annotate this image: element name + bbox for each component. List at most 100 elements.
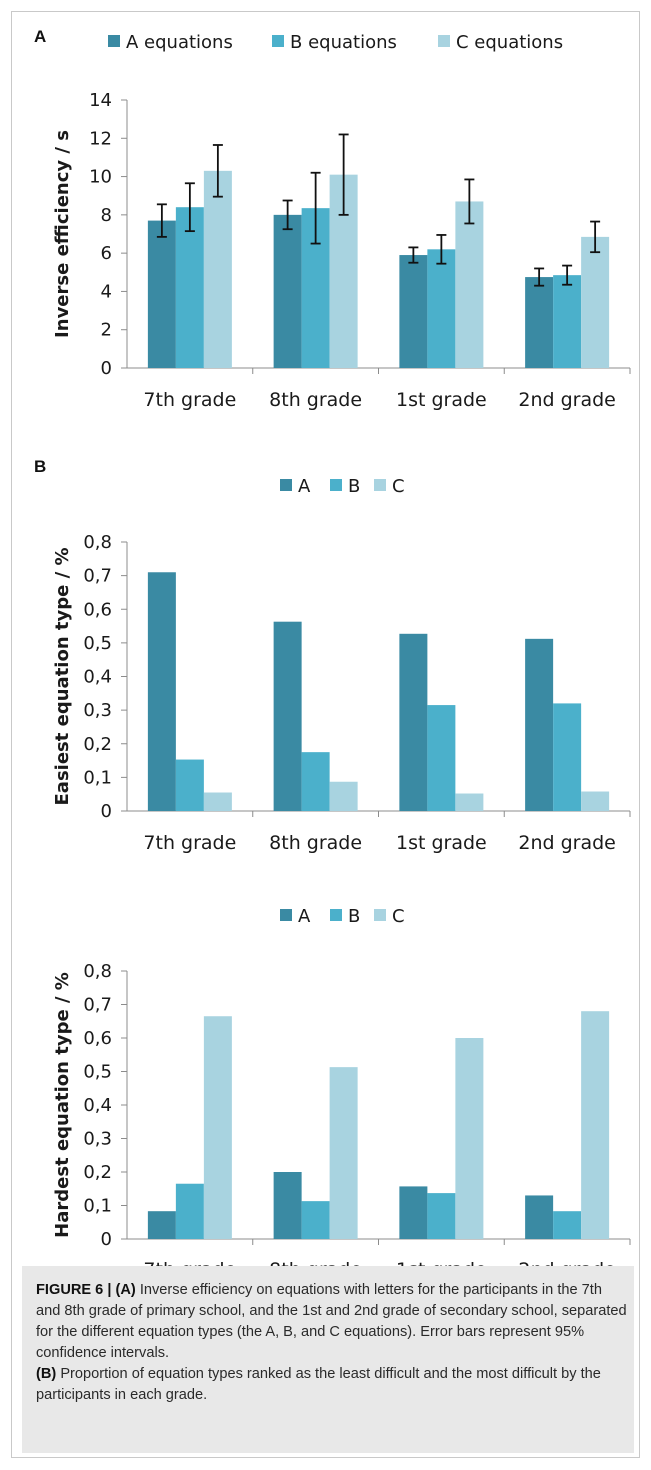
legend-label-A: A equations [126,32,233,53]
bar-C-1st-grade [455,793,484,811]
bar-C-8th-grade [329,781,358,811]
legend-label-C: C equations [456,32,563,53]
bar-A-8th-grade [273,621,302,811]
x-category-label: 2nd grade [518,832,616,854]
bar-B-2nd-grade [553,275,582,368]
y-axis-title: Hardest equation type / % [52,972,73,1238]
y-tick-label: 0,5 [83,633,112,654]
bar-C-1st-grade [455,201,484,368]
legend-label-A: A [298,906,311,927]
chart-easiest-type: B A B C 0 0,1 0,2 0,3 0,4 0,5 0,6 0,7 0,8 Easiest equ… [34,457,631,854]
bar-A-8th-grade [273,1172,302,1239]
bar-C-7th-grade [203,1016,232,1239]
y-tick-label: 0,2 [83,1162,112,1183]
y-tick-label: 0 [101,358,112,379]
bar-B-7th-grade [175,1183,204,1239]
bar-A-7th-grade [147,572,176,811]
bar-A-2nd-grade [525,277,554,368]
x-category-label: 7th grade [143,1259,236,1270]
bar-C-2nd-grade [581,1011,610,1239]
legend-swatch-A [280,909,292,921]
bar-A-7th-grade [147,1211,176,1239]
bar-C-7th-grade [203,170,232,368]
y-tick-label: 14 [89,90,112,111]
y-tick-label: 8 [101,205,112,226]
bar-C-2nd-grade [581,791,610,811]
y-axis-title: Inverse efficiency / s [52,130,73,338]
legend-label-A: A [298,476,311,497]
legend-swatch-B [330,479,342,491]
legend-swatch-C [438,35,450,47]
x-category-label: 7th grade [143,389,236,411]
y-tick-label: 0,7 [83,995,112,1016]
bar-A-2nd-grade [525,1195,554,1239]
x-category-label: 7th grade [143,832,236,854]
legend-label-B: B [348,906,360,927]
bar-A-1st-grade [399,1186,428,1239]
bar-C-1st-grade [455,1038,484,1239]
y-tick-label: 0,1 [83,1196,112,1217]
bar-B-1st-grade [427,1193,456,1239]
bar-B-2nd-grade [553,1211,582,1239]
bar-B-2nd-grade [553,703,582,811]
x-category-label: 2nd grade [518,1259,616,1270]
bar-C-8th-grade [329,1067,358,1239]
bar-C-2nd-grade [581,236,610,368]
x-category-label: 8th grade [269,1259,362,1270]
bar-A-1st-grade [399,255,428,368]
bar-A-7th-grade [147,220,176,368]
x-category-label: 8th grade [269,389,362,411]
x-category-label: 8th grade [269,832,362,854]
legend-swatch-C [374,909,386,921]
bar-A-1st-grade [399,633,428,811]
bar-B-8th-grade [301,1201,330,1239]
bar-A-8th-grade [273,214,302,368]
legend-swatch-C [374,479,386,491]
y-tick-label: 0,3 [83,700,112,721]
legend-label-B: B equations [290,32,397,53]
y-tick-label: 0,2 [83,734,112,755]
panel-label: A [34,27,46,46]
bar-B-1st-grade [427,249,456,368]
legend-swatch-A [280,479,292,491]
y-tick-label: 0 [101,1229,112,1250]
y-tick-label: 0,5 [83,1062,112,1083]
y-tick-label: 0,1 [83,767,112,788]
y-tick-label: 0,4 [83,667,112,688]
y-tick-label: 6 [101,243,112,264]
bar-A-2nd-grade [525,638,554,811]
y-tick-label: 0,6 [83,599,112,620]
caption-b-text: Proportion of equation types ranked as t… [36,1366,601,1403]
y-axis-title: Easiest equation type / % [52,548,73,806]
x-category-label: 2nd grade [518,389,616,411]
legend-label-B: B [348,476,360,497]
panel-label: B [34,457,46,476]
y-tick-label: 0,8 [83,961,112,982]
caption-b-label: (B) [36,1366,57,1382]
bar-B-1st-grade [427,705,456,811]
bar-B-8th-grade [301,752,330,811]
y-tick-label: 0,3 [83,1129,112,1150]
caption-a-text: Inverse efficiency on equations with let… [36,1282,627,1361]
y-tick-label: 2 [101,320,112,341]
legend-swatch-B [272,35,284,47]
caption-a-label: (A) [115,1282,136,1298]
y-tick-label: 4 [101,281,112,302]
y-tick-label: 0,6 [83,1028,112,1049]
y-tick-label: 0 [101,801,112,822]
caption-figure-label: FIGURE 6 | [36,1282,112,1298]
x-category-label: 1st grade [396,389,487,411]
legend-swatch-A [108,35,120,47]
bar-B-7th-grade [175,759,204,811]
y-tick-label: 0,8 [83,532,112,553]
figure-caption: FIGURE 6 | (A) Inverse efficiency on equ… [22,1266,634,1453]
x-category-label: 1st grade [396,832,487,854]
x-category-label: 1st grade [396,1259,487,1270]
bar-C-7th-grade [203,792,232,811]
chart-hardest-type: A B C 0 0,1 0,2 0,3 0,4 0,5 0,6 0,7 0,8 Hardest equa… [52,906,631,1270]
legend-swatch-B [330,909,342,921]
y-tick-label: 0,4 [83,1095,112,1116]
bar-B-7th-grade [175,207,204,368]
y-tick-label: 12 [89,128,112,149]
y-tick-label: 10 [89,167,112,188]
